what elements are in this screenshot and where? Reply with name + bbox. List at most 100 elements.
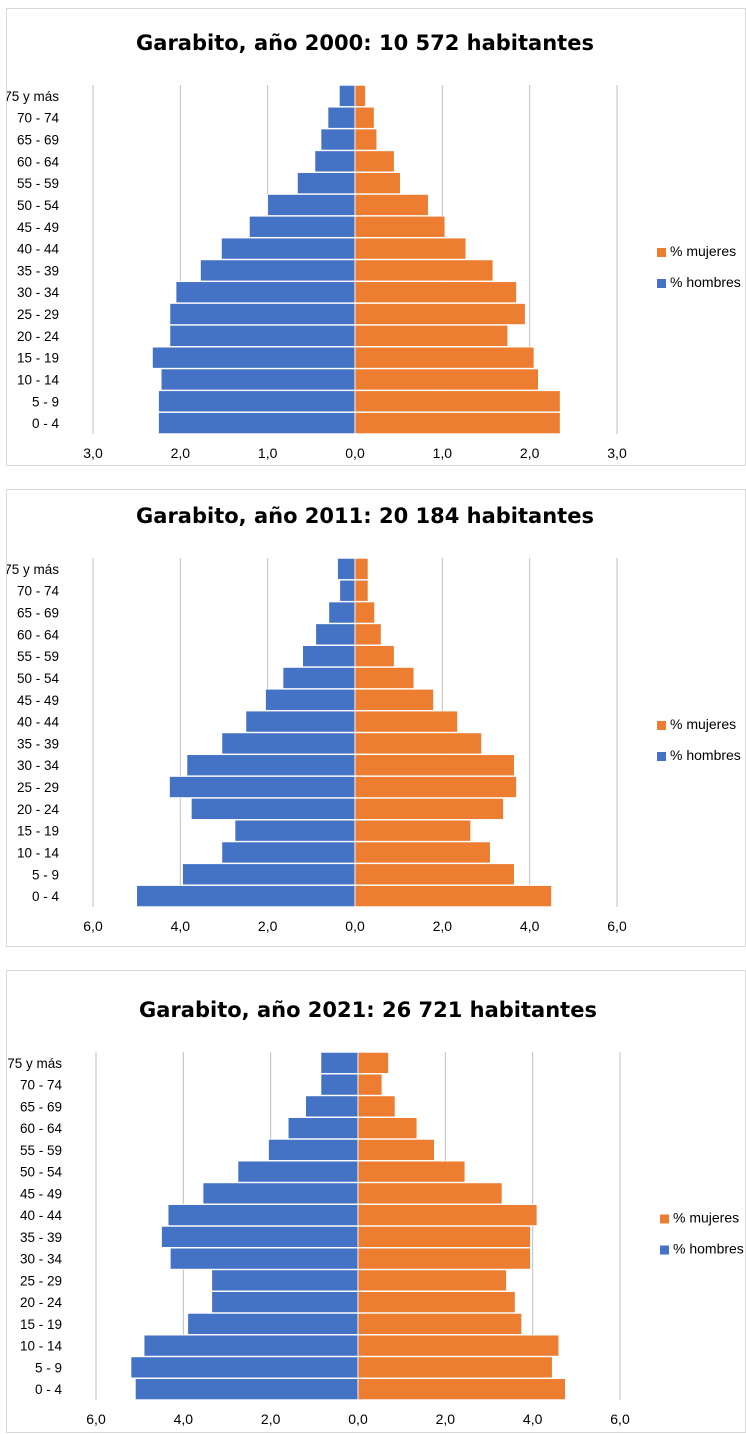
legend-label-mujeres: % mujeres <box>673 1210 739 1226</box>
category-label: 70 - 74 <box>20 1078 63 1093</box>
category-label: 30 - 34 <box>17 758 60 773</box>
bar-mujeres <box>354 754 515 777</box>
category-label: 40 - 44 <box>17 715 60 730</box>
bar-hombres <box>158 390 356 413</box>
pyramid-chart-2011: Garabito, año 2011: 20 184 habitantes 0 -… <box>6 489 746 947</box>
bar-hombres <box>282 666 356 689</box>
bar-hombres <box>339 579 356 602</box>
bar-hombres <box>320 128 356 151</box>
bar-hombres <box>151 346 356 369</box>
bar-mujeres <box>354 688 434 711</box>
bar-hombres <box>267 193 356 216</box>
chart-title: Garabito, año 2000: 10 572 habitantes <box>136 31 594 55</box>
category-label: 15 - 19 <box>20 1317 62 1332</box>
bar-hombres <box>182 863 356 886</box>
category-label: 45 - 49 <box>17 693 59 708</box>
category-label: 20 - 24 <box>17 802 60 817</box>
bar-hombres <box>328 601 356 624</box>
x-tick-label: 2,0 <box>171 445 191 461</box>
bar-hombres <box>221 732 356 755</box>
bar-mujeres <box>357 1138 435 1161</box>
bar-hombres <box>211 1291 359 1314</box>
bar-mujeres <box>354 863 515 886</box>
x-tick-label: 4,0 <box>523 1411 543 1427</box>
legend-label-hombres: % hombres <box>670 274 741 290</box>
legend-label-hombres: % hombres <box>673 1241 744 1257</box>
category-label: 75 y más <box>7 1056 62 1071</box>
bar-mujeres <box>357 1269 507 1292</box>
bar-mujeres <box>357 1247 531 1270</box>
bar-hombres <box>320 1073 359 1096</box>
category-label: 60 - 64 <box>17 154 60 169</box>
bar-hombres <box>169 324 356 347</box>
bar-mujeres <box>354 819 472 842</box>
bar-mujeres <box>354 666 415 689</box>
bar-hombres <box>245 710 356 733</box>
bar-hombres <box>327 106 356 129</box>
category-label: 5 - 9 <box>35 1360 62 1375</box>
bar-hombres <box>314 150 356 173</box>
bar-hombres <box>315 623 356 646</box>
category-label: 45 - 49 <box>17 220 59 235</box>
bar-mujeres <box>357 1291 516 1314</box>
x-tick-label: 1,0 <box>258 445 278 461</box>
legend-swatch-mujeres <box>657 721 666 731</box>
category-label: 40 - 44 <box>20 1208 63 1223</box>
category-label: 25 - 29 <box>17 307 59 322</box>
bar-hombres <box>302 645 356 668</box>
bar-hombres <box>187 1312 359 1335</box>
bar-mujeres <box>357 1334 560 1357</box>
category-label: 35 - 39 <box>17 263 59 278</box>
legend-label-mujeres: % mujeres <box>670 716 736 732</box>
bar-mujeres <box>354 601 376 624</box>
category-label: 0 - 4 <box>32 889 60 904</box>
pyramid-chart-2021: Garabito, año 2021: 26 721 habitantes 0 -… <box>6 970 746 1433</box>
bar-hombres <box>136 885 356 908</box>
bar-mujeres <box>354 303 526 326</box>
x-tick-label: 4,0 <box>174 1411 194 1427</box>
x-tick-label: 2,0 <box>261 1411 281 1427</box>
bar-mujeres <box>357 1095 396 1118</box>
bar-hombres <box>338 84 356 107</box>
x-tick-label: 0,0 <box>345 445 365 461</box>
category-label: 60 - 64 <box>17 627 60 642</box>
bar-hombres <box>190 797 356 820</box>
legend-swatch-mujeres <box>657 248 666 258</box>
category-label: 40 - 44 <box>17 242 60 257</box>
bar-mujeres <box>354 390 561 413</box>
bar-mujeres <box>354 237 467 260</box>
category-label: 50 - 54 <box>17 671 60 686</box>
bar-mujeres <box>354 150 395 173</box>
category-label: 30 - 34 <box>17 285 60 300</box>
x-tick-label: 1,0 <box>433 445 453 461</box>
category-label: 50 - 54 <box>17 198 60 213</box>
bar-hombres <box>200 259 356 282</box>
x-tick-label: 4,0 <box>171 918 191 934</box>
category-label: 0 - 4 <box>35 1382 63 1397</box>
bar-mujeres <box>357 1225 531 1248</box>
category-label: 75 y más <box>7 89 59 104</box>
category-label: 55 - 59 <box>17 649 59 664</box>
bar-hombres <box>320 1051 359 1074</box>
category-label: 0 - 4 <box>32 416 60 431</box>
x-tick-label: 2,0 <box>436 1411 456 1427</box>
category-label: 25 - 29 <box>20 1273 62 1288</box>
bar-mujeres <box>357 1051 389 1074</box>
category-label: 35 - 39 <box>17 736 59 751</box>
bar-hombres <box>169 776 356 799</box>
legend-swatch-mujeres <box>660 1214 669 1224</box>
category-label: 5 - 9 <box>32 394 59 409</box>
bar-mujeres <box>357 1356 553 1379</box>
bar-hombres <box>337 557 356 580</box>
legend-swatch-hombres <box>657 752 666 762</box>
x-tick-label: 6,0 <box>86 1411 106 1427</box>
bar-mujeres <box>354 346 535 369</box>
category-label: 65 - 69 <box>20 1099 62 1114</box>
bar-mujeres <box>357 1378 566 1401</box>
bar-mujeres <box>357 1182 503 1205</box>
category-label: 60 - 64 <box>20 1121 63 1136</box>
bar-mujeres <box>354 841 491 864</box>
bar-mujeres <box>354 172 401 195</box>
x-tick-label: 2,0 <box>520 445 540 461</box>
legend-swatch-hombres <box>657 279 666 289</box>
